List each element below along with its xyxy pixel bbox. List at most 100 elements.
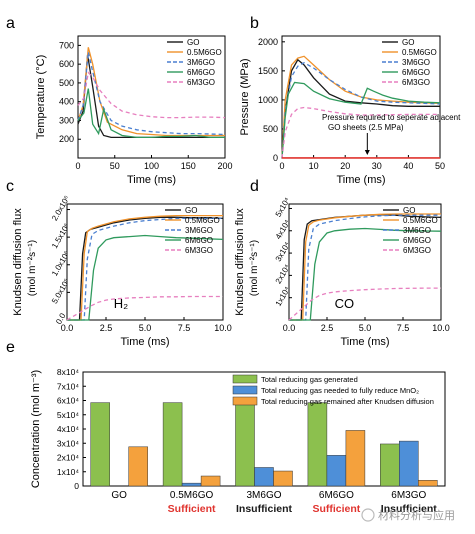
series-line-6m3go [77,71,226,119]
category-label: 6M3GO [391,490,426,501]
y-axis-label-units: (mol m⁻²s⁻¹) [27,240,38,296]
y-axis-label: Knudsen diffusion flux [234,208,246,316]
y-axis-label-units: (mol m⁻²s⁻¹) [249,240,260,296]
series-line-3m6go [67,217,223,321]
category-label: 6M6GO [319,490,354,501]
bar [200,475,221,487]
x-tick-label: 0 [75,161,80,171]
legend-label: 3M6GO [187,58,215,67]
y-tick-label: 0 [273,153,278,163]
x-tick-label: 50 [110,161,120,171]
series-line-3m6go [281,61,441,159]
x-tick-label: 2.5 [321,323,334,333]
category-label: 0.5M6GO [170,490,214,501]
x-tick-label: 0.0 [61,323,74,333]
chart-panel-a: a 0 50 100 150 200 200 300 400 500 600 700 Time (ms)… [6,15,233,186]
y-axis-label: Concentration (mol m⁻³) [30,370,42,488]
x-tick-label: 0 [279,161,284,171]
legend-label: 6M3GO [403,246,431,255]
y-tick-label: 2000 [258,37,278,47]
legend-label: GO [187,38,199,47]
legend-label: Total reducing gas generated [261,375,358,384]
x-tick-label: 10.0 [432,323,450,333]
y-tick-label: 2x10⁴ [57,453,79,463]
x-axis-label: Time (ms) [336,174,385,186]
y-tick-label: 400 [59,97,74,107]
bar [380,443,400,487]
legend-label: 3M6GO [403,226,431,235]
series-line-3m6go [289,214,441,321]
legend-swatch [232,396,258,406]
series-line-0.5m6go [289,213,441,321]
y-tick-label: 7x10⁴ [57,381,79,391]
series-line-6m6go [77,88,225,139]
x-tick-label: 150 [181,161,196,171]
bar [181,482,202,487]
panel-letter: c [6,178,14,195]
status-label: Insufficient [381,503,438,515]
series-line-6m6go [289,227,442,321]
legend-label: 6M6GO [187,68,215,77]
series-line-0.5m6go [67,214,223,321]
category-label: 3M6GO [246,490,281,501]
x-tick-label: 0.0 [283,323,296,333]
bar [254,467,274,487]
legend-label: 6M3GO [187,78,215,87]
y-tick-label: 3x10⁴ [57,438,79,448]
series-line-6m6go [281,81,441,159]
y-tick-label: 500 [263,124,278,134]
x-tick-label: 7.5 [178,323,191,333]
legend-label: 0.5M6GO [402,48,437,57]
x-tick-label: 5.0 [139,323,152,333]
status-label: Sufficient [312,503,360,515]
annotation-text: Pressure required to seperate adjacent [322,113,461,122]
gas-label: H₂ [114,296,128,311]
x-tick-label: 10 [309,161,319,171]
chart-panel-e: e 0 1x10⁴ 2x10⁴ 3x10⁴ 4x10⁴ 5x10⁴ 6x10⁴ 7x10⁴ 8x1… [6,339,446,515]
y-axis-label: Temperature (°C) [35,55,47,139]
y-tick-label: 1500 [258,66,278,76]
bar [90,402,110,487]
legend-label: 0.5M6GO [187,48,222,57]
bar [128,446,148,487]
legend-label: 3M6GO [402,58,430,67]
y-tick-label: 4x10⁴ [57,424,79,434]
y-tick-label: 300 [59,115,74,125]
x-axis-label: Time (ms) [120,336,169,348]
legend-label: 0.5M6GO [403,216,438,225]
x-tick-label: 30 [372,161,382,171]
legend-label: Total reducing gas needed to fully reduc… [261,386,419,395]
series-line-6m3go [281,106,440,159]
legend-label: 6M6GO [185,236,213,245]
x-tick-label: 5.0 [359,323,372,333]
legend-label: Total reducing gas remained after Knudse… [261,397,434,406]
chart-panel-d: d0.0 2.5 5.0 7.5 10.01x10⁴2x10⁴3x10⁴4x10⁴5x1… [234,178,450,348]
x-axis-label: Time (ms) [127,174,176,186]
legend-label: 0.5M6GO [185,216,220,225]
series-line-6m3go [288,287,441,321]
bar [418,480,438,487]
series-line-0.5m6go [281,55,441,159]
bar [162,402,183,487]
bar [326,455,347,487]
x-axis-label: Time (ms) [340,336,389,348]
category-label: GO [111,490,127,501]
panel-letter: e [6,339,15,356]
legend-swatch [232,385,258,395]
panel-letter: a [6,15,15,32]
panel-letter: d [250,178,259,195]
status-label: Insufficient [236,503,293,515]
y-tick-label: 0 [74,481,79,491]
bar [273,470,293,487]
series-line-go [281,58,440,159]
x-tick-label: 2.5 [100,323,113,333]
series-line-6m6go [67,234,224,321]
series-line-go [77,54,225,139]
legend-label: 6M6GO [402,68,430,77]
x-tick-label: 20 [340,161,350,171]
legend-label: 6M3GO [402,78,430,87]
x-tick-label: 10.0 [214,323,232,333]
y-tick-label: 1000 [258,95,278,105]
legend-label: 6M6GO [403,236,431,245]
x-tick-label: 100 [144,161,159,171]
